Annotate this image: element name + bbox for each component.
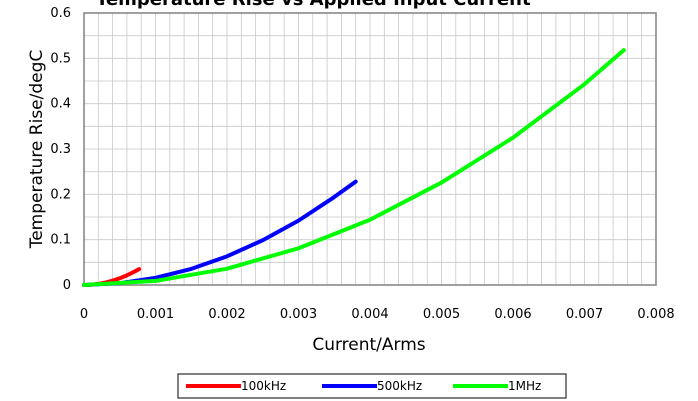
x-tick-label: 0.004	[351, 307, 388, 322]
x-tick-label: 0.005	[423, 307, 460, 322]
y-tick-label: 0.4	[50, 97, 71, 112]
x-tick-label: 0.001	[137, 307, 174, 322]
series-group	[82, 48, 626, 287]
y-tick-label: 0.3	[50, 142, 71, 157]
plot-area-border	[83, 12, 657, 286]
y-axis-ticks: 0 0.1 0.2 0.3 0.4 0.5 0.6	[50, 6, 71, 293]
y-tick-label: 0.2	[50, 187, 71, 202]
y-tick-label: 0.5	[50, 51, 71, 66]
y-tick-label: 0.6	[50, 6, 71, 21]
x-tick-label: 0.003	[280, 307, 317, 322]
x-tick-label: 0	[80, 307, 88, 322]
x-tick-label: 0.007	[566, 307, 603, 322]
legend: 100kHz 500kHz 1MHz	[177, 373, 567, 399]
series-line-1MHz	[82, 48, 626, 287]
x-axis-ticks: 0 0.001 0.002 0.003 0.004 0.005 0.006 0.007 0.00…	[80, 307, 675, 322]
x-tick-label: 0.006	[494, 307, 531, 322]
chart-title: Temperature Rise vs Applied Input Curren…	[96, 0, 531, 10]
x-tick-label: 0.008	[637, 307, 674, 322]
y-tick-label: 0	[63, 278, 71, 293]
legend-label-1MHz: 1MHz	[508, 379, 541, 393]
y-axis-title: Temperature Rise/degC	[27, 50, 47, 250]
grid	[84, 13, 656, 285]
legend-label-100kHz: 100kHz	[241, 379, 286, 393]
y-tick-label: 0.1	[50, 233, 71, 248]
legend-label-500kHz: 500kHz	[377, 379, 422, 393]
x-axis-title: Current/Arms	[312, 335, 425, 355]
x-tick-label: 0.002	[208, 307, 245, 322]
